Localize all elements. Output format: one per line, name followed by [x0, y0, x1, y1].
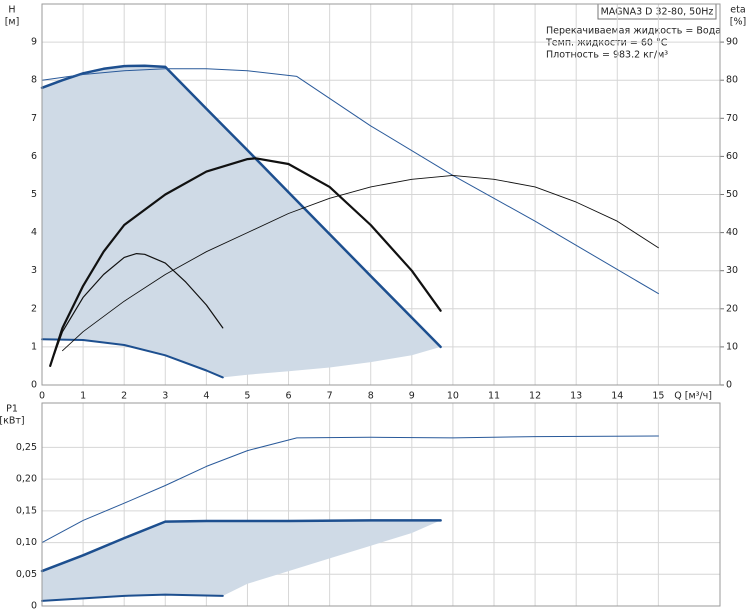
- x-tick-label: 6: [286, 391, 292, 402]
- curve: [40, 64, 442, 349]
- y-tick-label: 3: [31, 265, 37, 276]
- plot-frame: [41, 3, 721, 386]
- curve: [53, 253, 224, 356]
- x-tick-label: 8: [368, 391, 374, 402]
- plot-frame: [41, 402, 721, 607]
- curve: [49, 157, 442, 367]
- y2-tick-label: 30: [726, 265, 738, 276]
- y2-tick-label: 10: [726, 341, 738, 352]
- y2-tick-label: 60: [726, 151, 738, 162]
- y-tick-label: 0,15: [16, 505, 37, 516]
- y-tick-label: 0,20: [16, 474, 37, 485]
- x-tick-label: 13: [570, 391, 582, 402]
- x-tick-label: 4: [203, 391, 209, 402]
- x-tick-label: 3: [162, 391, 168, 402]
- y-tick-label: 0,05: [16, 569, 37, 580]
- curve: [40, 519, 442, 573]
- x-tick-label: 1: [80, 391, 86, 402]
- curve: [41, 593, 224, 602]
- y-tick-label: 0,10: [16, 537, 37, 548]
- y2-tick-label: 90: [726, 37, 738, 48]
- y2-tick-label: 40: [726, 227, 738, 238]
- operating-area: [42, 520, 441, 601]
- y-axis-unit: [м]: [5, 17, 20, 28]
- curve: [41, 338, 224, 379]
- x-tick-label: 14: [611, 391, 623, 402]
- operating-area: [42, 65, 441, 378]
- y-tick-label: 2: [31, 303, 37, 314]
- y2-tick-label: 0: [726, 380, 732, 391]
- y-tick-label: 5: [31, 189, 37, 200]
- x-tick-label: 10: [447, 391, 459, 402]
- y-axis-label: P1: [6, 404, 18, 415]
- y-tick-label: 8: [31, 75, 37, 86]
- x-tick-label: 11: [488, 391, 500, 402]
- y2-tick-label: 80: [726, 75, 738, 86]
- x-tick-label: 0: [39, 391, 45, 402]
- y-tick-label: 4: [31, 227, 37, 238]
- y2-tick-label: 50: [726, 189, 738, 200]
- curve: [41, 68, 659, 295]
- x-axis-label: Q [м³/ч]: [674, 391, 712, 402]
- x-tick-label: 7: [327, 391, 333, 402]
- info-line: Перекачиваемая жидкость = Вода: [546, 26, 721, 37]
- x-tick-label: 12: [529, 391, 541, 402]
- y2-axis-unit: [%]: [730, 17, 746, 28]
- y-tick-label: 7: [31, 113, 37, 124]
- y-tick-label: 0,25: [16, 442, 37, 453]
- y-tick-label: 6: [31, 151, 37, 162]
- y-tick-label: 0: [31, 380, 37, 391]
- y-tick-label: 0: [31, 601, 37, 612]
- y2-axis-label: eta: [730, 5, 745, 16]
- x-tick-label: 5: [244, 391, 250, 402]
- curve: [41, 435, 659, 544]
- y-tick-label: 9: [31, 37, 37, 48]
- y-tick-label: 1: [31, 341, 37, 352]
- x-tick-label: 9: [409, 391, 415, 402]
- x-tick-label: 2: [121, 391, 127, 402]
- y-axis-label: H: [8, 5, 15, 16]
- y-axis-unit: [кВт]: [0, 416, 25, 427]
- x-tick-label: 15: [652, 391, 664, 402]
- curve: [62, 174, 659, 352]
- model-label: MAGNA3 D 32-80, 50Hz: [601, 7, 714, 18]
- y2-tick-label: 70: [726, 113, 738, 124]
- info-line: Темп. жидкости = 60 °C: [545, 38, 668, 49]
- y2-tick-label: 20: [726, 303, 738, 314]
- info-line: Плотность = 983.2 кг/м³: [546, 50, 668, 61]
